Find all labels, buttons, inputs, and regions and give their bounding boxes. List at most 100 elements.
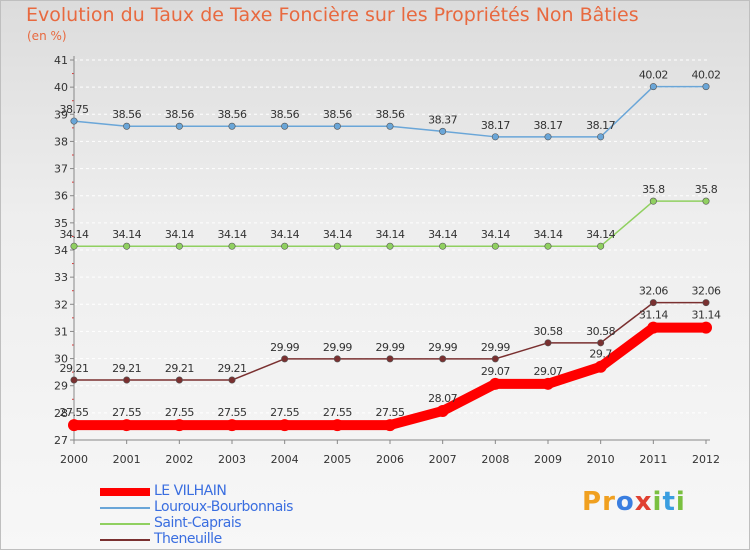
data-label: 29.21 xyxy=(112,362,141,375)
data-point xyxy=(542,377,554,390)
legend-label: LE VILHAIN xyxy=(154,483,227,499)
data-label: 38.56 xyxy=(165,108,194,121)
data-point xyxy=(333,242,341,250)
y-tick-label: 35 xyxy=(54,217,68,230)
logo-letter: x xyxy=(634,487,653,517)
data-point xyxy=(597,242,605,250)
legend-label: Louroux-Bourbonnais xyxy=(154,499,293,515)
legend-swatch xyxy=(100,539,150,541)
logo-letter: t xyxy=(662,487,676,517)
data-point xyxy=(120,419,133,432)
data-point xyxy=(597,339,605,347)
y-tick-label: 29 xyxy=(54,380,68,393)
data-label: 29.21 xyxy=(165,362,194,375)
data-label: 29.21 xyxy=(218,362,247,375)
data-label: 38.37 xyxy=(428,113,457,126)
data-label: 27.55 xyxy=(165,406,194,419)
data-label: 34.14 xyxy=(60,228,89,241)
y-tick-label: 27 xyxy=(54,434,68,447)
y-tick-label: 39 xyxy=(54,108,68,121)
data-point xyxy=(123,242,131,250)
legend-label: Theneuille xyxy=(154,531,222,547)
data-point xyxy=(68,419,80,432)
data-label: 34.14 xyxy=(481,228,510,241)
data-label: 31.14 xyxy=(692,309,721,322)
y-tick-label: 40 xyxy=(54,81,68,94)
x-tick-label: 2000 xyxy=(60,453,88,466)
unit-label: (en %) xyxy=(27,29,67,43)
data-point xyxy=(333,355,341,363)
data-point xyxy=(439,355,447,363)
data-label: 34.14 xyxy=(218,228,247,241)
data-point xyxy=(491,242,499,250)
x-tick-label: 2004 xyxy=(271,453,299,466)
y-tick-label: 37 xyxy=(54,163,68,176)
data-point xyxy=(331,419,344,432)
logo-letter: i xyxy=(675,487,686,517)
data-label: 34.14 xyxy=(376,228,405,241)
y-tick-label: 41 xyxy=(54,54,68,67)
logo-letter: i xyxy=(652,487,663,517)
data-label: 38.75 xyxy=(60,103,89,116)
data-point xyxy=(597,133,605,141)
data-label: 29.99 xyxy=(376,341,405,354)
y-tick-label: 38 xyxy=(54,135,68,148)
data-point xyxy=(702,197,710,205)
data-label: 40.02 xyxy=(639,69,668,82)
data-point xyxy=(386,242,394,250)
data-label: 38.17 xyxy=(534,119,563,132)
data-point xyxy=(70,242,78,250)
data-point xyxy=(226,419,238,432)
x-tick-label: 2010 xyxy=(587,453,615,466)
data-label: 38.56 xyxy=(323,108,352,121)
data-label: 38.56 xyxy=(376,108,405,121)
data-label: 34.14 xyxy=(586,228,615,241)
data-label: 38.56 xyxy=(270,108,299,121)
data-label: 32.06 xyxy=(639,285,668,298)
data-label: 29.07 xyxy=(481,365,510,378)
data-point xyxy=(173,419,186,432)
data-point xyxy=(175,376,183,384)
x-tick-label: 2008 xyxy=(481,453,509,466)
data-point xyxy=(702,83,710,91)
data-label: 38.56 xyxy=(112,108,141,121)
legend-swatch xyxy=(100,488,150,496)
y-tick-label: 36 xyxy=(54,190,68,203)
data-label: 30.58 xyxy=(534,325,563,338)
data-label: 27.55 xyxy=(218,406,247,419)
data-point xyxy=(647,321,660,334)
series-lines xyxy=(68,83,712,432)
data-label: 34.14 xyxy=(270,228,299,241)
legend-swatch xyxy=(100,523,150,525)
data-label: 28.07 xyxy=(428,392,457,405)
axes: 27 28 29 30 31 32 33 34 35 36 37 38 39 40 41 2000 2001 20… xyxy=(54,54,720,466)
legend-label: Saint-Caprais xyxy=(154,515,242,531)
data-label: 40.02 xyxy=(692,69,721,82)
data-point xyxy=(544,339,552,347)
y-tick-label: 28 xyxy=(54,407,68,420)
data-point xyxy=(175,242,183,250)
data-point xyxy=(544,133,552,141)
data-point xyxy=(702,299,710,307)
data-point xyxy=(384,419,396,432)
data-label: 29.99 xyxy=(323,341,352,354)
data-label: 38.56 xyxy=(218,108,247,121)
data-point xyxy=(228,242,236,250)
data-point xyxy=(333,122,341,130)
data-point xyxy=(649,83,657,91)
data-label: 34.14 xyxy=(534,228,563,241)
data-point xyxy=(386,122,394,130)
data-point xyxy=(281,242,289,250)
x-tick-label: 2005 xyxy=(323,453,351,466)
chart-title: Evolution du Taux de Taxe Foncière sur l… xyxy=(26,4,639,26)
legend-swatch xyxy=(100,507,150,509)
data-point xyxy=(228,376,236,384)
y-tick-label: 33 xyxy=(54,271,68,284)
data-label: 32.06 xyxy=(692,285,721,298)
logo-letter: o xyxy=(615,487,635,517)
data-label: 34.14 xyxy=(112,228,141,241)
data-point xyxy=(700,321,712,334)
x-tick-label: 2002 xyxy=(165,453,193,466)
data-label: 29.99 xyxy=(270,341,299,354)
